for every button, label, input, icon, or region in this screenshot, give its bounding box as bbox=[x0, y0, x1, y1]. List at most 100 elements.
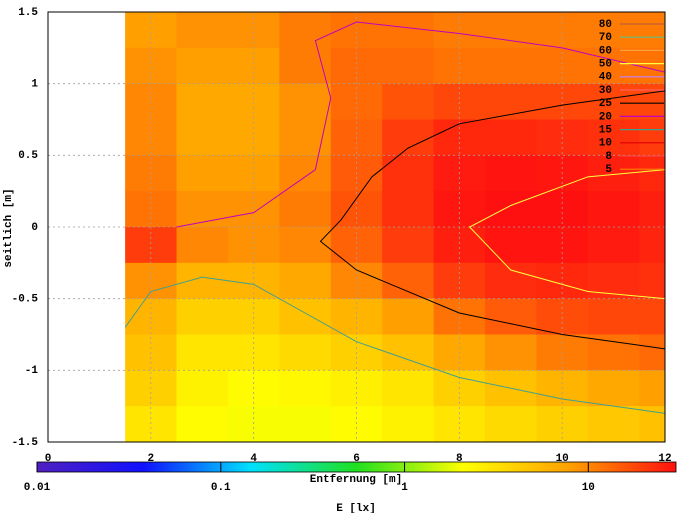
heatmap-cell bbox=[382, 370, 435, 407]
x-tick-label: 10 bbox=[556, 453, 569, 465]
heatmap-cell bbox=[587, 119, 640, 156]
plot-frame bbox=[47, 11, 666, 443]
heatmap-cell bbox=[536, 83, 589, 120]
heatmap-cell bbox=[639, 298, 665, 335]
heatmap-cell bbox=[536, 298, 589, 335]
heatmap-cell bbox=[279, 406, 332, 442]
legend-label: 30 bbox=[599, 85, 612, 97]
heatmap-cell bbox=[176, 298, 229, 335]
legend-label: 40 bbox=[599, 72, 612, 84]
legend-label: 20 bbox=[599, 111, 612, 123]
heatmap-cell bbox=[382, 262, 435, 300]
legend-label: 5 bbox=[605, 164, 612, 176]
heatmap-cell bbox=[485, 227, 537, 264]
heatmap-cell bbox=[587, 47, 640, 85]
heatmap-cell bbox=[176, 334, 229, 371]
y-tick-label: 1.5 bbox=[18, 7, 38, 19]
y-tick-label: -1 bbox=[25, 365, 39, 377]
heatmap-cell bbox=[279, 47, 332, 85]
heatmap-cell bbox=[176, 83, 229, 120]
colorbar-tick-label: 0.01 bbox=[24, 482, 51, 494]
heatmap-cell bbox=[485, 12, 537, 49]
heatmap-cell bbox=[587, 262, 640, 300]
heatmap-cell bbox=[639, 227, 665, 264]
heatmap-cell bbox=[587, 406, 640, 442]
heatmap-cell bbox=[176, 227, 229, 264]
heatmap-cell bbox=[279, 227, 332, 264]
heatmap-cell bbox=[330, 83, 383, 120]
heatmap-cell bbox=[639, 83, 665, 120]
heatmap-cell bbox=[176, 155, 229, 192]
y-tick-label: 0 bbox=[31, 222, 38, 234]
heatmap-cell bbox=[382, 298, 435, 335]
y-tick-label: -1.5 bbox=[12, 437, 39, 449]
heatmap-cell bbox=[587, 12, 640, 49]
heatmap-cell bbox=[227, 83, 280, 120]
heatmap-cell bbox=[382, 155, 435, 192]
heatmap-cell bbox=[587, 334, 640, 371]
heatmap-cell bbox=[639, 262, 665, 300]
colorbar-label: E [lx] bbox=[336, 503, 376, 513]
heatmap-cell bbox=[176, 262, 229, 300]
contour-line bbox=[468, 169, 665, 300]
legend-label: 25 bbox=[599, 98, 613, 110]
y-axis-label: seitlich [m] bbox=[3, 188, 15, 267]
y-tick-label: -0.5 bbox=[12, 294, 39, 306]
heatmap-cell bbox=[485, 191, 537, 228]
heatmap-cell bbox=[330, 298, 383, 335]
heatmap-cell bbox=[485, 406, 537, 442]
heatmap-cell bbox=[639, 370, 665, 407]
heatmap-cell bbox=[639, 406, 665, 442]
contour-line bbox=[319, 90, 665, 350]
heatmap-cell bbox=[279, 155, 332, 192]
legend-label: 70 bbox=[599, 32, 612, 44]
heatmap-cell bbox=[382, 83, 435, 120]
x-tick-label: 6 bbox=[353, 453, 360, 465]
heatmap-cell bbox=[639, 12, 665, 49]
heatmap-cell bbox=[176, 12, 229, 49]
heatmap-cell bbox=[279, 298, 332, 335]
heatmap-cell bbox=[587, 191, 640, 228]
x-tick-label: 4 bbox=[250, 453, 257, 465]
heatmap-cell bbox=[485, 262, 537, 300]
contour-line bbox=[124, 276, 665, 414]
heatmap-cell bbox=[485, 334, 537, 371]
heatmap-cell bbox=[176, 370, 229, 407]
y-tick-label: 1 bbox=[31, 79, 38, 91]
x-axis-label: Entfernung [m] bbox=[310, 474, 402, 486]
heatmap-cell bbox=[382, 227, 435, 264]
heatmap-cell bbox=[279, 334, 332, 371]
heatmap-cell bbox=[227, 298, 280, 335]
heatmap-cell bbox=[382, 191, 435, 228]
heatmap-cell bbox=[176, 47, 229, 85]
heatmap-cell bbox=[279, 191, 332, 228]
x-tick-label: 12 bbox=[658, 453, 671, 465]
legend-label: 10 bbox=[599, 138, 612, 150]
contour-line bbox=[176, 21, 665, 228]
colorbar-tick-label: 10 bbox=[582, 482, 595, 494]
legend-label: 80 bbox=[599, 19, 612, 31]
y-tick-label: 0.5 bbox=[18, 150, 38, 162]
heatmap-cell bbox=[382, 334, 435, 371]
heatmap-cell bbox=[639, 334, 665, 371]
heatmap-cell bbox=[639, 119, 665, 156]
heatmap-cell bbox=[279, 12, 332, 49]
heatmap-cell bbox=[176, 191, 229, 228]
contours bbox=[124, 21, 665, 414]
x-tick-label: 2 bbox=[148, 453, 155, 465]
heatmap-cell bbox=[176, 406, 229, 442]
heatmap-cell bbox=[176, 119, 229, 156]
heatmap-cell bbox=[433, 83, 486, 120]
heatmap-cell bbox=[587, 370, 640, 407]
heatmap-cell bbox=[639, 47, 665, 85]
heatmap-cell bbox=[587, 155, 640, 192]
colorbar-tick-label: 1 bbox=[401, 482, 408, 494]
heatmap-cell bbox=[382, 119, 435, 156]
heatmap-cell bbox=[485, 155, 537, 192]
heatmap-cell bbox=[485, 47, 537, 85]
heatmap-cell bbox=[639, 155, 665, 192]
heatmap-cell bbox=[382, 406, 435, 442]
heatmap-cell bbox=[587, 83, 640, 120]
x-tick-label: 8 bbox=[456, 453, 463, 465]
heatmap-cell bbox=[485, 298, 537, 335]
